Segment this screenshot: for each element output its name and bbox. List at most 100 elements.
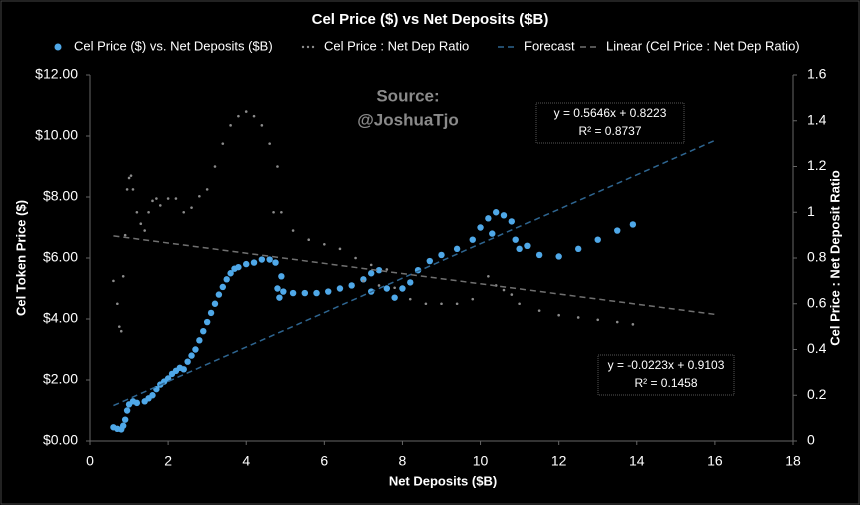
legend-label: Forecast: [524, 38, 575, 53]
data-point: [393, 286, 396, 290]
chart-title: Cel Price ($) vs Net Deposits ($B): [312, 11, 549, 28]
equation-text: y = 0.5646x + 0.8223: [554, 106, 667, 120]
data-point: [455, 302, 459, 306]
data-point: [453, 245, 461, 253]
data-point: [119, 329, 123, 333]
data-point: [235, 263, 242, 271]
data-point: [291, 229, 295, 232]
data-point: [576, 316, 580, 319]
data-point: [147, 210, 150, 214]
data-point: [143, 229, 146, 232]
data-point: [518, 302, 521, 306]
data-point: [252, 114, 256, 118]
data-point: [391, 294, 398, 301]
data-point: [537, 309, 541, 312]
data-point: [557, 313, 560, 317]
data-point: [159, 204, 162, 207]
data-point: [131, 188, 135, 191]
data-point: [166, 197, 170, 200]
data-point: [188, 352, 195, 359]
data-point: [289, 289, 297, 297]
source-note: Source:: [376, 86, 439, 105]
data-point: [524, 242, 531, 249]
data-point: [377, 284, 381, 287]
data-point: [121, 416, 129, 423]
data-point: [516, 245, 523, 253]
data-point: [266, 256, 273, 263]
data-point: [407, 279, 414, 286]
data-point: [180, 366, 187, 373]
data-point: [487, 275, 490, 278]
data-point: [307, 238, 311, 241]
data-point: [196, 337, 203, 344]
data-point: [574, 245, 582, 253]
data-point: [112, 279, 115, 283]
data-point: [399, 285, 406, 292]
data-point: [424, 302, 428, 306]
data-point: [485, 215, 492, 222]
data-point: [184, 358, 191, 365]
data-point: [614, 227, 621, 234]
data-point: [280, 288, 287, 295]
data-point: [301, 289, 309, 297]
legend-label: Linear (Cel Price : Net Dep Ratio): [606, 38, 800, 53]
data-point: [440, 302, 443, 306]
data-point: [139, 222, 143, 225]
equation-box: [535, 102, 685, 144]
y2-tick-label: 1.4: [807, 111, 827, 127]
data-point: [385, 268, 389, 271]
data-point: [323, 242, 326, 246]
data-point: [508, 218, 515, 225]
data-point: [221, 142, 225, 145]
data-point: [535, 251, 543, 259]
data-point: [205, 188, 209, 191]
data-point: [360, 276, 367, 283]
legend-marker: [306, 45, 310, 49]
data-point: [207, 309, 215, 317]
data-point: [408, 297, 412, 301]
data-point: [117, 325, 121, 328]
data-point: [502, 288, 506, 292]
x-tick-label: 16: [707, 453, 723, 469]
data-point: [200, 328, 207, 335]
data-point: [260, 124, 264, 127]
y2-tick-label: 1.2: [807, 157, 827, 173]
y2-tick-label: 1.6: [807, 66, 827, 82]
data-point: [174, 197, 178, 200]
legend-label: Cel Price : Net Dep Ratio: [324, 38, 469, 53]
data-point: [244, 110, 248, 113]
x-tick-label: 6: [320, 453, 328, 469]
data-point: [510, 293, 514, 296]
data-point: [336, 285, 344, 292]
data-point: [237, 114, 240, 118]
data-point: [369, 263, 373, 267]
data-point: [129, 174, 133, 177]
data-point: [121, 275, 125, 278]
data-point: [278, 273, 285, 280]
data-point: [594, 236, 601, 243]
data-point: [354, 256, 357, 260]
data-point: [127, 176, 131, 180]
data-point: [116, 302, 119, 306]
data-point: [272, 210, 275, 214]
data-point: [629, 221, 637, 228]
y-tick-label: $6.00: [43, 249, 78, 265]
data-point: [155, 197, 158, 200]
equation-text: R² = 0.1458: [634, 376, 697, 390]
y2-tick-label: 0.4: [807, 340, 827, 356]
x-tick-label: 12: [551, 453, 567, 469]
data-point: [276, 165, 279, 168]
legend-marker: [311, 45, 315, 49]
data-point: [215, 291, 223, 298]
data-point: [280, 210, 283, 214]
data-point: [615, 320, 619, 324]
data-point: [223, 276, 230, 283]
data-point: [438, 251, 445, 259]
data-point: [192, 346, 199, 353]
y-tick-label: $10.00: [35, 127, 78, 143]
data-point: [469, 236, 476, 243]
data-point: [631, 323, 635, 326]
data-point: [325, 288, 332, 295]
